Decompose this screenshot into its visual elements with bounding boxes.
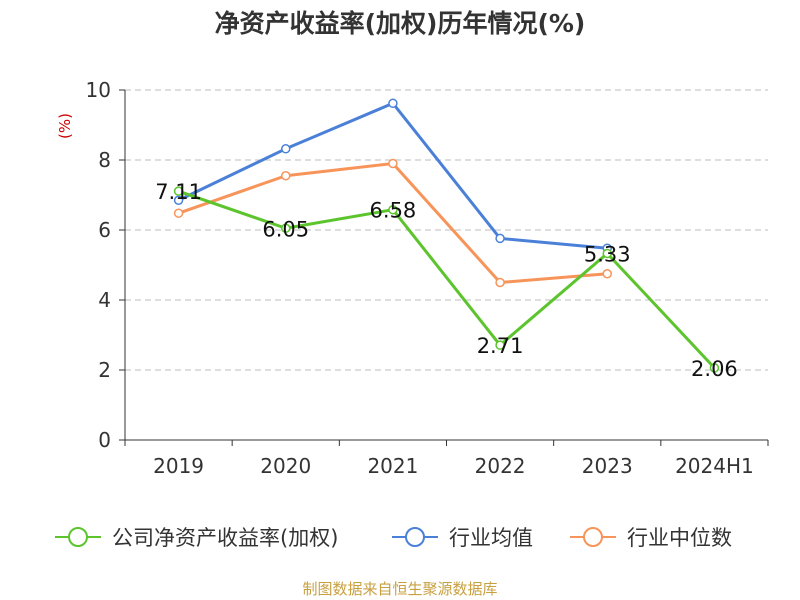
- x-tick-label: 2022: [475, 454, 526, 478]
- data-point: [602, 269, 612, 279]
- data-label: 5.33: [584, 242, 631, 266]
- y-tick-label: 0: [98, 428, 111, 452]
- data-point: [495, 233, 505, 244]
- data-point: [709, 363, 720, 373]
- y-axis-unit: (%): [56, 113, 74, 139]
- data-label: 6.05: [262, 217, 309, 241]
- data-point: [281, 144, 291, 154]
- legend-label: 行业均值: [449, 526, 533, 550]
- legend-marker: [405, 527, 425, 547]
- legend-label: 行业中位数: [627, 526, 732, 550]
- series-line: [178, 162, 608, 284]
- legend-item[interactable]: 行业中位数: [570, 526, 732, 550]
- chart-title: 净资产收益率(加权)历年情况(%): [215, 9, 586, 38]
- data-label: 2.06: [691, 357, 738, 381]
- data-point: [388, 98, 398, 109]
- x-tick-labels: 2019 2020 2021 2022 2023 2024H1: [153, 454, 754, 478]
- data-point: [388, 204, 398, 215]
- legend-item[interactable]: 行业均值: [392, 526, 533, 550]
- data-point: [281, 171, 291, 181]
- data-label: 6.58: [370, 199, 417, 223]
- data-labels: 7.11 6.05 6.58 2.71 5.33 2.06: [155, 180, 738, 381]
- y-tick-label: 8: [98, 148, 111, 172]
- data-point: [173, 186, 184, 196]
- x-tick-label: 2023: [582, 454, 633, 478]
- y-tick-label: 6: [98, 218, 111, 242]
- legend[interactable]: 公司净资产收益率(加权) 行业均值 行业中位数: [55, 526, 732, 550]
- x-tick-label: 2024H1: [675, 454, 754, 478]
- data-point: [495, 277, 505, 288]
- series-line: [177, 101, 608, 250]
- data-point: [173, 195, 184, 205]
- legend-label: 公司净资产收益率(加权): [112, 526, 338, 550]
- y-tick-label: 4: [98, 288, 111, 312]
- data-point: [281, 223, 291, 233]
- source-note: 制图数据来自恒生聚源数据库: [302, 580, 497, 598]
- axes: [119, 89, 769, 446]
- y-tick-label: 2: [98, 358, 111, 382]
- y-tick-labels: 0 2 4 6 8 10: [86, 78, 111, 452]
- legend-marker: [583, 527, 603, 547]
- data-label: 2.71: [477, 334, 524, 358]
- data-point: [173, 208, 184, 218]
- data-point: [495, 340, 505, 350]
- grid-lines: [125, 89, 768, 371]
- data-label: 7.11: [155, 180, 202, 204]
- data-point: [602, 248, 612, 259]
- series-lines: [173, 98, 720, 373]
- legend-item[interactable]: 公司净资产收益率(加权): [55, 526, 338, 550]
- series-line: [178, 189, 716, 369]
- legend-marker: [68, 527, 88, 547]
- x-tick-label: 2019: [153, 454, 204, 478]
- y-tick-label: 10: [86, 78, 111, 102]
- x-tick-label: 2021: [367, 454, 418, 478]
- x-tick-label: 2020: [260, 454, 311, 478]
- data-point: [388, 158, 398, 169]
